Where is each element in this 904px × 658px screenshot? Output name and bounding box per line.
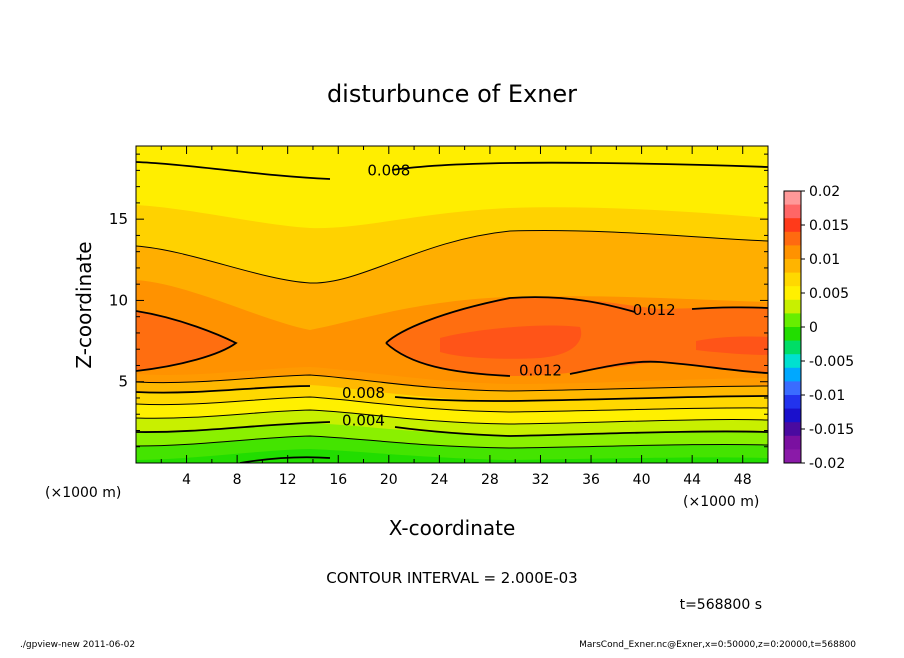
contour-label: 0.012 (633, 301, 676, 319)
footer-left: ./gpview-new 2011-06-02 (20, 640, 136, 650)
x-axis-label: X-coordinate (389, 516, 516, 540)
y-axis-label: Z-coordinate (72, 241, 96, 368)
x-tick-label: 32 (532, 472, 550, 488)
colorbar-segment (784, 422, 801, 437)
colorbar-segment (784, 367, 801, 382)
x-tick-label: 20 (380, 472, 398, 488)
colorbar-segment (784, 245, 801, 260)
time-label: t=568800 s (680, 597, 762, 613)
y-tick-label: 10 (109, 291, 128, 309)
contour-labels: 0.008 0.012 0.012 0.008 0.004 (342, 161, 676, 429)
contour-label: 0.008 (342, 384, 385, 402)
y-axis: 5 10 15 (109, 153, 768, 448)
colorbar-segment (784, 272, 801, 287)
y-tick-label: 15 (109, 210, 128, 228)
colorbar: 0.02 0.015 0.01 0.005 0 -0.005 -0.01 -0.015 -0.0… (783, 184, 854, 472)
band-red (440, 325, 768, 359)
x-tick-label: 12 (279, 472, 297, 488)
colorbar-tick-label: -0.01 (809, 388, 845, 404)
plot-area: 0.008 0.012 0.012 0.008 0.004 (136, 146, 768, 463)
colorbar-segment (784, 299, 801, 314)
colorbar-tick-label: 0.005 (809, 286, 849, 302)
contour-label: 0.012 (519, 361, 562, 379)
x-tick-label: 24 (430, 472, 448, 488)
colorbar-segment (784, 231, 801, 246)
x-tick-label: 44 (683, 472, 701, 488)
colorbar-segment (784, 191, 801, 206)
colorbar-segment (784, 286, 801, 301)
band-deep-green (136, 449, 768, 463)
colorbar-tick-label: -0.02 (809, 456, 845, 472)
colorbar-tick-label: 0 (809, 320, 818, 336)
x-tick-label: 8 (233, 472, 242, 488)
chart-title: disturbunce of Exner (327, 80, 577, 108)
colorbar-tick-label: 0.02 (809, 184, 840, 200)
colorbar-tick-label: 0.01 (809, 252, 840, 268)
colorbar-segment (784, 327, 801, 342)
x-tick-label: 40 (633, 472, 651, 488)
x-axis: 4 8 12 16 20 24 28 32 36 40 44 48 (160, 146, 752, 488)
x-unit-right: (×1000 m) (683, 494, 759, 510)
colorbar-segment (784, 449, 801, 464)
y-tick-label: 5 (118, 373, 128, 391)
contour-interval: CONTOUR INTERVAL = 2.000E-03 (326, 569, 577, 587)
colorbar-segment (784, 395, 801, 410)
contour-label: 0.004 (342, 412, 385, 430)
x-tick-label: 36 (582, 472, 600, 488)
colorbar-segment (784, 381, 801, 396)
x-tick-label: 28 (481, 472, 499, 488)
x-tick-label: 48 (734, 472, 752, 488)
colorbar-segment (784, 354, 801, 369)
colorbar-segment (784, 435, 801, 450)
plot-frame (135, 145, 769, 464)
colorbar-segment (784, 340, 801, 355)
contour-label: 0.008 (367, 161, 410, 179)
colorbar-segment (784, 259, 801, 274)
footer-right: MarsCond_Exner.nc@Exner,x=0:50000,z=0:20… (579, 640, 856, 650)
colorbar-tick-label: -0.015 (809, 422, 854, 438)
colorbar-segment (784, 313, 801, 328)
colorbar-segment (784, 218, 801, 233)
x-tick-label: 4 (182, 472, 191, 488)
colorbar-tick-label: 0.015 (809, 218, 849, 234)
x-unit-left: (×1000 m) (45, 485, 121, 501)
colorbar-tick-label: -0.005 (809, 354, 854, 370)
x-tick-label: 16 (329, 472, 347, 488)
colorbar-segment (784, 408, 801, 423)
colorbar-segment (784, 204, 801, 219)
contour-lines (136, 161, 768, 463)
